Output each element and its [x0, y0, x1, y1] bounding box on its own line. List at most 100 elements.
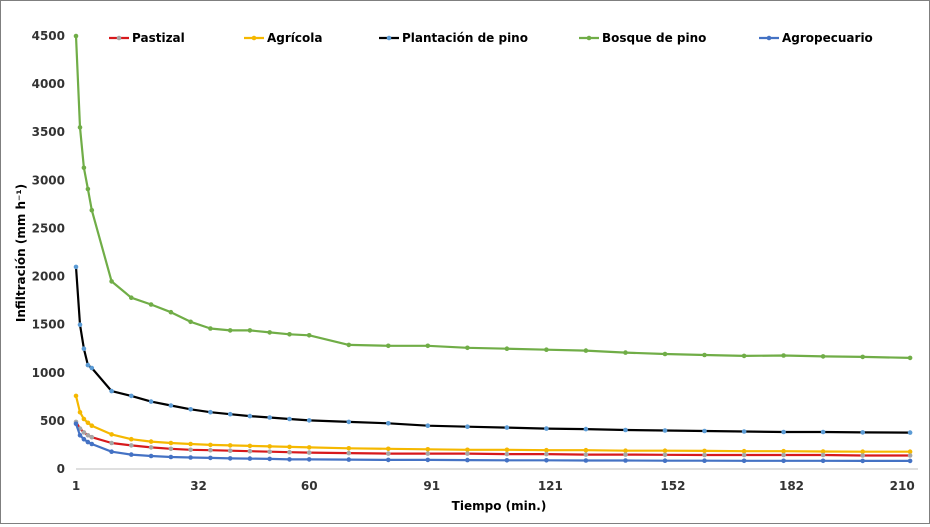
- y-tick-label: 1000: [32, 366, 65, 380]
- series-5: [73, 421, 913, 464]
- data-point: [741, 353, 747, 359]
- data-point: [287, 332, 292, 337]
- axes: 0 500 1000 1500 2000 2500 3000 3500 4000 4500 1 32 6…: [32, 29, 918, 493]
- data-point: [129, 393, 134, 399]
- data-point: [247, 448, 253, 454]
- data-point: [73, 421, 79, 427]
- legend-swatch-marker: [586, 35, 592, 41]
- data-point: [227, 443, 233, 448]
- data-point: [306, 457, 312, 462]
- legend-item: Pastizal: [109, 31, 185, 45]
- legend-item: Bosque de pino: [579, 31, 706, 45]
- data-point: [820, 458, 826, 464]
- data-point: [85, 433, 91, 438]
- data-point: [741, 429, 747, 434]
- data-point: [583, 458, 589, 463]
- data-point: [81, 436, 87, 442]
- data-point: [583, 426, 589, 432]
- data-point: [860, 430, 865, 435]
- legend-item: Agropecuario: [759, 31, 873, 45]
- data-point: [81, 165, 87, 171]
- data-point: [741, 452, 747, 458]
- legend-label: Plantación de pino: [402, 31, 528, 45]
- series-2: [73, 393, 913, 455]
- data-point: [465, 457, 470, 463]
- data-point: [208, 447, 213, 453]
- legend-item: Agrícola: [244, 31, 322, 45]
- data-point: [85, 362, 91, 368]
- data-point: [781, 448, 786, 454]
- data-point: [662, 458, 668, 464]
- data-point: [907, 355, 913, 361]
- y-tick-label: 500: [40, 414, 65, 428]
- series-line: [74, 266, 911, 434]
- data-point: [77, 409, 83, 415]
- data-point: [148, 399, 154, 404]
- data-point: [287, 416, 292, 422]
- data-point: [860, 453, 865, 458]
- data-point: [583, 447, 589, 453]
- data-point: [148, 453, 154, 459]
- data-point: [168, 454, 174, 460]
- data-point: [247, 456, 253, 461]
- data-point: [504, 346, 510, 352]
- data-point: [148, 302, 154, 307]
- data-point: [168, 440, 174, 446]
- data-point: [188, 407, 193, 412]
- x-axis-title: Tiempo (min.): [452, 499, 547, 513]
- data-point: [188, 455, 193, 460]
- data-point: [73, 264, 79, 270]
- data-point: [346, 450, 352, 456]
- data-point: [208, 326, 213, 331]
- y-tick-label: 4000: [32, 77, 65, 91]
- data-point: [386, 451, 391, 456]
- data-point: [465, 345, 470, 351]
- data-point: [306, 450, 312, 455]
- data-point: [208, 409, 213, 415]
- x-tick-label: 91: [423, 479, 440, 493]
- data-point: [504, 458, 510, 463]
- data-point: [623, 448, 628, 454]
- legend-label: Agrícola: [267, 31, 322, 45]
- data-point: [287, 444, 292, 450]
- data-point: [77, 433, 83, 438]
- y-tick-label: 0: [57, 462, 65, 476]
- y-tick-label: 4500: [32, 29, 65, 43]
- series-3: [73, 264, 913, 435]
- data-point: [465, 424, 470, 430]
- data-point: [109, 388, 114, 394]
- data-point: [168, 446, 174, 452]
- data-point: [702, 352, 707, 358]
- series-4: [73, 33, 913, 361]
- data-point: [386, 343, 391, 349]
- data-point: [907, 453, 913, 458]
- data-point: [741, 448, 747, 454]
- data-point: [109, 432, 114, 437]
- data-point: [89, 434, 95, 440]
- data-point: [208, 455, 213, 461]
- data-point: [346, 446, 352, 451]
- data-point: [702, 458, 707, 464]
- data-point: [129, 443, 134, 448]
- data-point: [109, 279, 114, 284]
- data-point: [267, 415, 273, 420]
- legend-swatch-marker: [386, 35, 392, 41]
- data-point: [820, 429, 826, 435]
- data-point: [860, 458, 865, 464]
- data-point: [306, 418, 312, 423]
- data-point: [907, 430, 913, 435]
- data-point: [504, 451, 510, 457]
- data-point: [425, 447, 431, 452]
- data-point: [623, 452, 628, 457]
- legend-label: Bosque de pino: [602, 31, 706, 45]
- data-point: [89, 423, 95, 429]
- data-point: [168, 309, 174, 315]
- data-point: [386, 421, 391, 426]
- data-point: [662, 428, 668, 433]
- data-point: [85, 186, 91, 192]
- y-axis-title: Infiltración (mm h⁻¹): [14, 184, 28, 322]
- data-point: [425, 451, 431, 456]
- legend-item: Plantación de pino: [379, 31, 528, 45]
- data-point: [73, 33, 79, 39]
- data-point: [781, 353, 786, 358]
